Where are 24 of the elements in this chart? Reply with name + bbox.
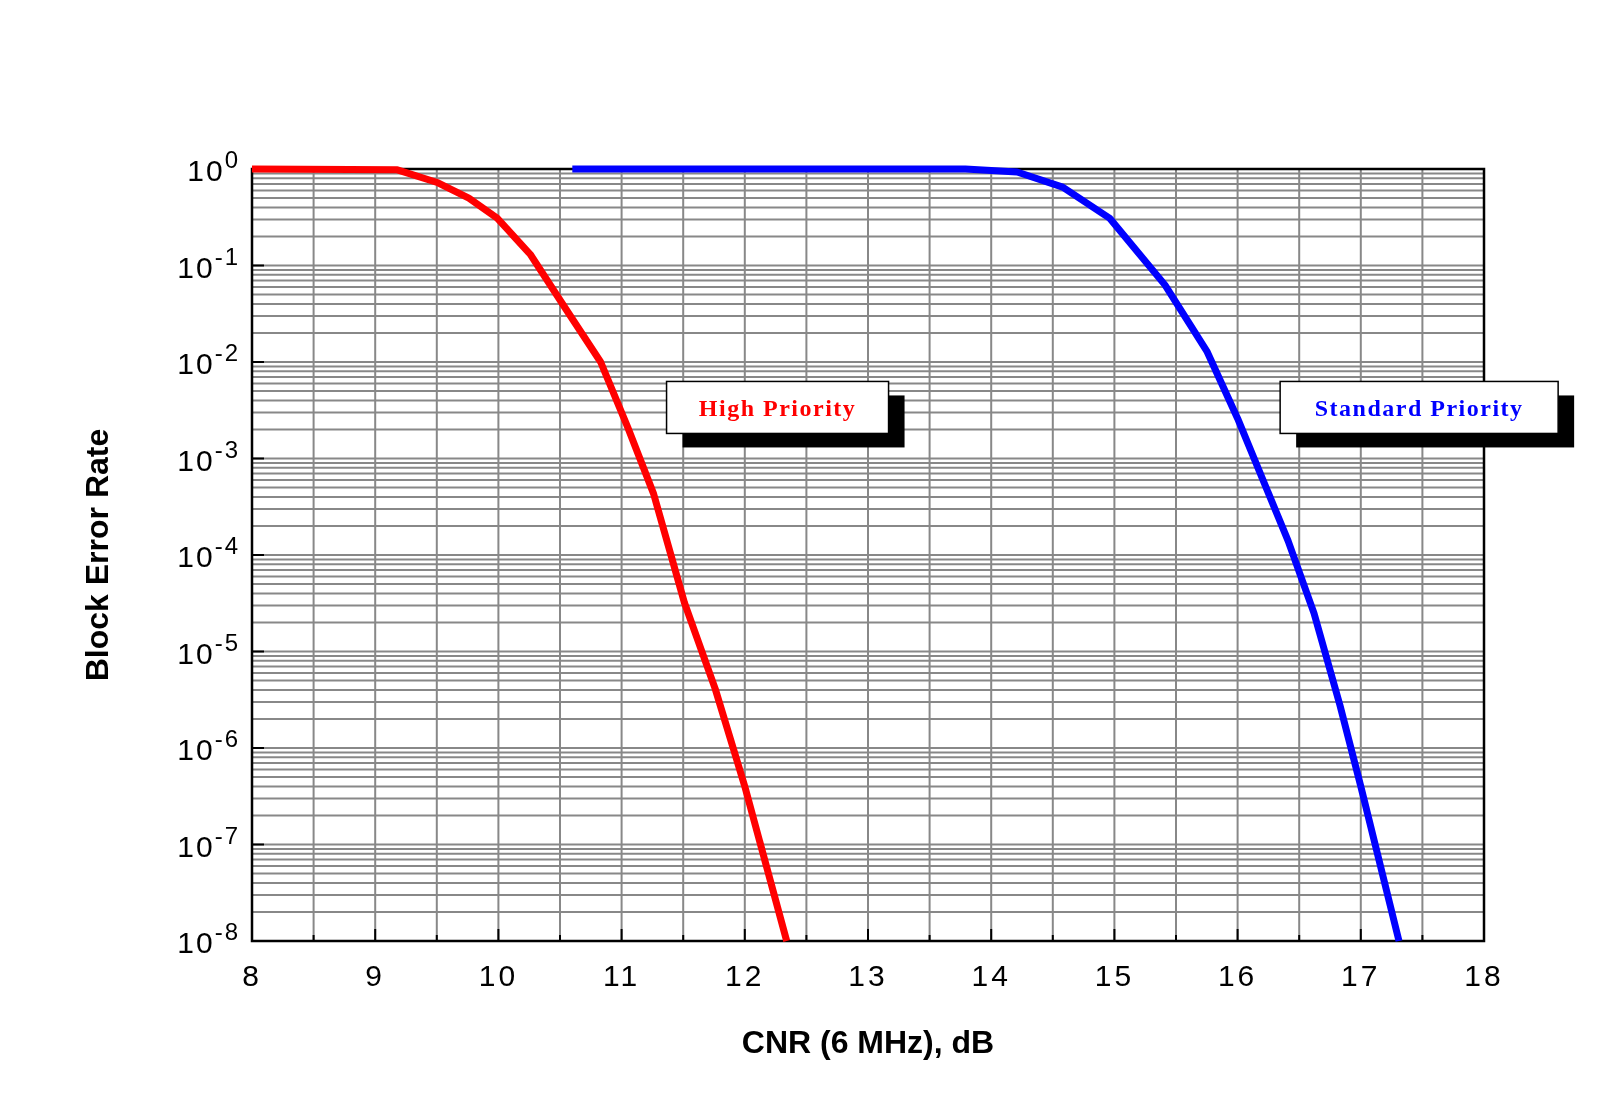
x-tick-label: 8 — [242, 959, 262, 992]
y-tick-label: 10$^{-6}$ — [177, 724, 240, 766]
y-tick-label: 10$^{-1}$ — [177, 242, 240, 284]
y-tick-label: 10$^{-4}$ — [177, 531, 240, 573]
x-tick-label: 15 — [1094, 959, 1135, 992]
y-tick-label: 10$^{-2}$ — [177, 338, 240, 380]
text: Standard Priority — [1314, 395, 1524, 422]
x-tick-label: 16 — [1217, 959, 1258, 992]
x-tick-label: 17 — [1341, 959, 1381, 992]
y-axis-title: Block Error Rate — [79, 428, 115, 682]
y-tick-label: 10$^{-7}$ — [177, 821, 240, 863]
y-tick-label: 10$^{-3}$ — [177, 435, 240, 477]
x-tick-label: 18 — [1464, 959, 1504, 992]
x-tick-label: 10 — [478, 959, 519, 992]
x-tick-label: 12 — [725, 959, 765, 992]
x-tick-label: 11 — [603, 959, 641, 992]
x-axis-title: CNR (6 MHz), dB — [741, 1024, 995, 1060]
y-tick-label: 10$^{-5}$ — [177, 628, 240, 670]
y-tick-label: 10$^{0}$ — [187, 145, 240, 187]
y-tick-label: 10$^{-8}$ — [177, 917, 240, 959]
text: High Priority — [698, 395, 857, 422]
x-tick-label: 9 — [365, 959, 386, 992]
x-tick-label: 13 — [848, 959, 888, 992]
x-tick-label: 14 — [971, 959, 1011, 992]
